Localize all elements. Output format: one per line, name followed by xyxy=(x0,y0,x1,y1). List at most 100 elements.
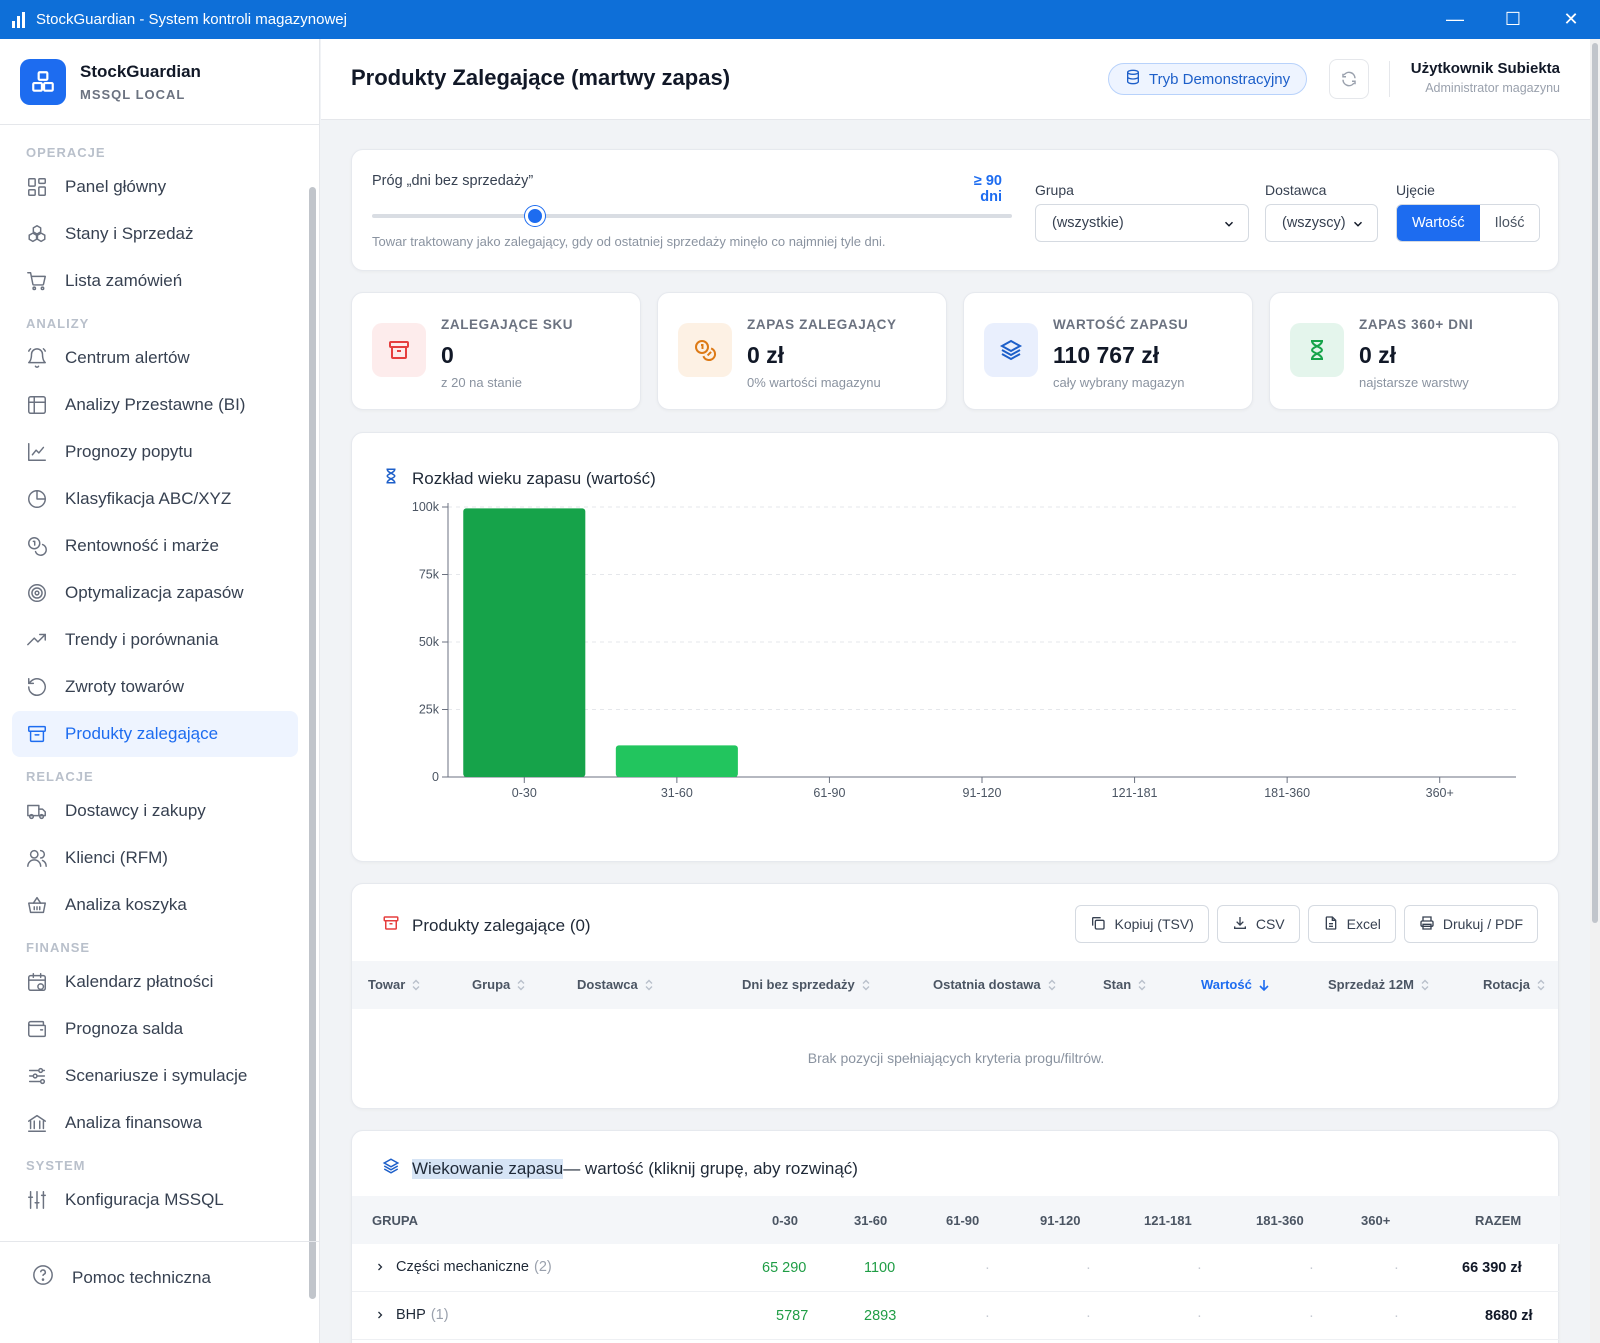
help-link[interactable]: Pomoc techniczna xyxy=(32,1264,211,1291)
kpi-card-dead-sku: ZALEGAJĄCE SKU 0 z 20 na stanie xyxy=(351,292,641,410)
settings-sliders-icon xyxy=(26,1189,48,1211)
kpi-value: 110 767 zł xyxy=(1053,342,1160,368)
trend-icon xyxy=(26,629,48,651)
column-header-sorted[interactable]: Wartość xyxy=(1201,977,1270,992)
sidebar-item-lista-zamowien[interactable]: Lista zamówień xyxy=(12,258,298,304)
aging-cell: 1100 xyxy=(864,1260,896,1276)
sidebar-item-trendy-i-porownania[interactable]: Trendy i porównania xyxy=(12,617,298,663)
column-header[interactable]: Sprzedaż 12M xyxy=(1328,977,1430,992)
kpi-card-stock-360: ZAPAS 360+ DNI 0 zł najstarsze warstwy xyxy=(1269,292,1559,410)
aging-column-header: 121-181 xyxy=(1144,1213,1192,1228)
sort-icon xyxy=(644,979,654,991)
view-value-button[interactable]: Wartość xyxy=(1397,205,1480,241)
sidebar-item-label: Konfiguracja MSSQL xyxy=(65,1190,224,1209)
column-header[interactable]: Dostawca xyxy=(577,977,654,992)
minimize-button[interactable]: — xyxy=(1446,9,1464,29)
aging-group-name: BHP xyxy=(396,1307,426,1323)
view-quantity-button[interactable]: Ilość xyxy=(1479,205,1540,241)
stock-aging-card: Wiekowanie zapasu — wartość (kliknij gru… xyxy=(351,1130,1560,1343)
kpi-value: 0 zł xyxy=(1359,342,1397,368)
column-header[interactable]: Grupa xyxy=(472,977,526,992)
chart-title: Rozkład wieku zapasu (wartość) xyxy=(382,467,656,490)
column-header[interactable]: Stan xyxy=(1103,977,1147,992)
nav-section-label: OPERACJE xyxy=(26,145,106,160)
sliders-icon xyxy=(26,1065,48,1087)
main-scrollbar-thumb[interactable] xyxy=(1592,43,1598,923)
sidebar-item-label: Panel główny xyxy=(65,177,167,196)
table-empty-message: Brak pozycji spełniających kryteria prog… xyxy=(807,1050,1105,1066)
kpi-card-stock-value: WARTOŚĆ ZAPASU 110 767 zł cały wybrany m… xyxy=(963,292,1253,410)
sidebar-item-label: Prognozy popytu xyxy=(65,442,193,461)
aging-cell: · xyxy=(1394,1260,1399,1276)
aging-cell: 2893 xyxy=(864,1308,897,1324)
kpi-subtitle: 0% wartości magazynu xyxy=(747,375,881,390)
sidebar-item-label: Analiza koszyka xyxy=(65,895,187,914)
column-header[interactable]: Towar xyxy=(368,977,421,992)
sidebar-item-dostawcy-i-zakupy[interactable]: Dostawcy i zakupy xyxy=(12,788,298,834)
kpi-title: ZAPAS 360+ DNI xyxy=(1359,317,1474,332)
refresh-button[interactable] xyxy=(1329,59,1369,99)
table-header: Towar Grupa Dostawca Dni bez sprzedaży O… xyxy=(352,961,1558,1009)
print-pdf-button[interactable]: Drukuj / PDF xyxy=(1403,905,1538,943)
sidebar-item-label: Rentowność i marże xyxy=(65,536,220,555)
sidebar-nav: OPERACJE Panel główny Stany i Sprzedaż List… xyxy=(0,139,310,1223)
sidebar-scrollbar[interactable] xyxy=(309,187,316,1299)
database-icon xyxy=(1125,69,1141,89)
sidebar-item-analizy-przestawne-bi[interactable]: Analizy Przestawne (BI) xyxy=(12,382,298,428)
chart-x-tick-label: 121-181 xyxy=(1112,786,1158,800)
group-select[interactable]: (wszystkie) xyxy=(1035,204,1249,242)
chart-title-text: Rozkład wieku zapasu (wartość) xyxy=(412,468,656,488)
aging-group-count: (1) xyxy=(430,1307,449,1323)
sidebar-item-centrum-alertow[interactable]: Centrum alertów xyxy=(12,335,298,381)
threshold-slider[interactable] xyxy=(372,206,1012,226)
excel-button[interactable]: Excel xyxy=(1307,905,1396,943)
sidebar-item-zwroty-towarow[interactable]: Zwroty towarów xyxy=(12,664,298,710)
aging-column-header: 360+ xyxy=(1361,1213,1391,1228)
sidebar-item-analiza-koszyka[interactable]: Analiza koszyka xyxy=(12,882,298,928)
aging-group[interactable]: BHP (1) xyxy=(374,1307,449,1323)
sidebar-item-analiza-finansowa[interactable]: Analiza finansowa xyxy=(12,1100,298,1146)
sidebar-item-optymalizacja-zapasow[interactable]: Optymalizacja zapasów xyxy=(12,570,298,616)
sidebar-item-prognozy-popytu[interactable]: Prognozy popytu xyxy=(12,429,298,475)
sidebar-item-panel-glowny[interactable]: Panel główny xyxy=(12,164,298,210)
supplier-select[interactable]: (wszyscy) xyxy=(1265,204,1378,242)
copy-tsv-button[interactable]: Kopiuj (TSV) xyxy=(1075,905,1209,943)
basket-icon xyxy=(26,894,48,916)
chevron-down-icon xyxy=(1353,221,1363,227)
main-scrollbar[interactable] xyxy=(1590,39,1600,1343)
table-title-text: Produkty zalegające (0) xyxy=(412,915,591,935)
sidebar-item-scenariusze-i-symulacje[interactable]: Scenariusze i symulacje xyxy=(12,1053,298,1099)
hourglass-icon xyxy=(1290,323,1344,377)
column-header[interactable]: Rotacja xyxy=(1483,977,1546,992)
aging-row[interactable]: BHP (1) 5787 2893 · · · · · 8680 zł xyxy=(352,1292,1560,1340)
sidebar-item-label: Analizy Przestawne (BI) xyxy=(65,395,246,414)
aging-cell: 65 290 xyxy=(762,1260,807,1276)
close-button[interactable]: ✕ xyxy=(1563,9,1579,29)
demo-mode-label: Tryb Demonstracyjny xyxy=(1149,70,1291,88)
column-header[interactable]: Ostatnia dostawa xyxy=(933,977,1057,992)
sidebar-item-rentownosc-i-marze[interactable]: Rentowność i marże xyxy=(12,523,298,569)
demo-mode-badge[interactable]: Tryb Demonstracyjny xyxy=(1108,63,1308,95)
sidebar-item-prognoza-salda[interactable]: Prognoza salda xyxy=(12,1006,298,1052)
sidebar-item-stany-i-sprzedaz[interactable]: Stany i Sprzedaż xyxy=(12,211,298,257)
sort-icon xyxy=(516,979,526,991)
printer-icon xyxy=(1419,915,1435,934)
threshold-slider-thumb[interactable] xyxy=(525,206,546,226)
table-actions: Kopiuj (TSV) CSV Excel Drukuj / PDF xyxy=(1075,905,1538,943)
sidebar-item-klienci-rfm[interactable]: Klienci (RFM) xyxy=(12,835,298,881)
sidebar-item-konfiguracja-mssql[interactable]: Konfiguracja MSSQL xyxy=(12,1177,298,1223)
user-info[interactable]: Użytkownik Subiekta Administrator magazy… xyxy=(1411,60,1560,95)
aging-row[interactable]: Części mechaniczne (2) 65 290 1100 · · ·… xyxy=(352,1244,1560,1292)
sidebar-item-klasyfikacja-abc-xyz[interactable]: Klasyfikacja ABC/XYZ xyxy=(12,476,298,522)
aging-cell: · xyxy=(1309,1260,1314,1276)
arrow-down-icon xyxy=(1258,979,1270,991)
chart-y-tick-label: 25k xyxy=(419,703,440,717)
archive-icon xyxy=(372,323,426,377)
aging-group[interactable]: Części mechaniczne (2) xyxy=(374,1259,552,1275)
aging-group-count: (2) xyxy=(533,1259,552,1275)
sidebar-item-produkty-zalegajace[interactable]: Produkty zalegające xyxy=(12,711,298,757)
column-header[interactable]: Dni bez sprzedaży xyxy=(742,977,871,992)
sidebar-item-kalendarz-platnosci[interactable]: Kalendarz płatności xyxy=(12,959,298,1005)
csv-button[interactable]: CSV xyxy=(1216,905,1300,943)
maximize-button[interactable]: ☐ xyxy=(1504,9,1522,29)
